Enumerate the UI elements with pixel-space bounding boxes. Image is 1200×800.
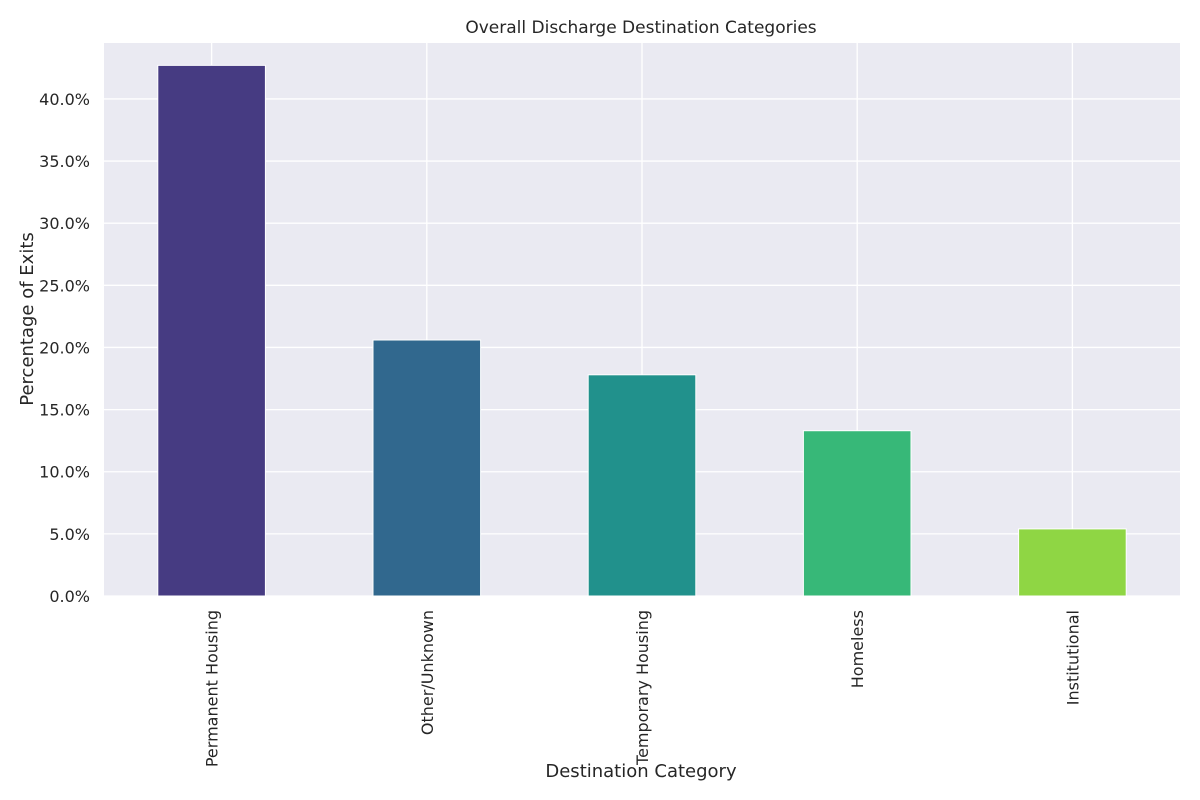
bar-temporary-housing xyxy=(587,374,697,597)
y-tick-label: 30.0% xyxy=(39,214,90,233)
x-tick-label: Institutional xyxy=(1063,610,1082,705)
bar-homeless xyxy=(802,430,912,597)
chart-title: Overall Discharge Destination Categories xyxy=(465,18,816,38)
x-tick-label: Permanent Housing xyxy=(203,610,222,767)
y-tick-label: 0.0% xyxy=(49,587,90,606)
y-axis-ticks: 0.0% 5.0% 10.0% 15.0% 20.0% 25.0% 30.0% 35.0% 40… xyxy=(39,90,90,606)
x-axis-label: Destination Category xyxy=(545,761,737,782)
y-tick-label: 5.0% xyxy=(49,525,90,544)
x-tick-label: Homeless xyxy=(848,610,867,688)
x-tick-label: Temporary Housing xyxy=(633,610,652,766)
bar-institutional xyxy=(1018,528,1127,597)
bars xyxy=(157,64,1127,597)
bar-permanent-housing xyxy=(157,64,266,597)
y-tick-label: 35.0% xyxy=(39,152,90,171)
y-tick-label: 40.0% xyxy=(39,90,90,109)
bar-other-unknown xyxy=(372,339,482,597)
y-tick-label: 15.0% xyxy=(39,401,90,420)
y-tick-label: 25.0% xyxy=(39,276,90,295)
y-tick-label: 20.0% xyxy=(39,338,90,357)
y-axis-label: Percentage of Exits xyxy=(17,232,38,406)
y-tick-label: 10.0% xyxy=(39,463,90,482)
x-axis-ticks: Permanent Housing Other/Unknown Temporary … xyxy=(203,610,1083,767)
x-tick-label: Other/Unknown xyxy=(418,610,437,735)
